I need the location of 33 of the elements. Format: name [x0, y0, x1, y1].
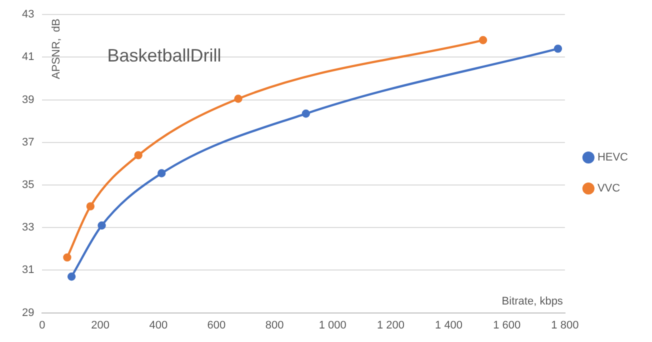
x-tick-label: 600	[207, 319, 226, 332]
x-tick-label: 0	[39, 319, 46, 332]
legend-label: HEVC	[597, 152, 628, 164]
x-tick-label: 1 200	[376, 319, 404, 332]
y-tick-label: 29	[22, 306, 34, 319]
y-axis-title: APSNR, dB	[50, 18, 62, 80]
point	[63, 253, 72, 262]
point	[554, 44, 562, 53]
point	[302, 110, 310, 118]
x-tick-label: 1 600	[493, 319, 521, 332]
x-axis-title: Bitrate, kbps	[502, 295, 564, 308]
x-tick-label: 400	[149, 319, 168, 332]
point	[134, 151, 142, 160]
point	[98, 221, 106, 230]
y-tick-label: 31	[22, 264, 34, 276]
point	[234, 94, 242, 103]
y-tick-label: 41	[22, 51, 34, 64]
x-tick-label: 1 800	[551, 319, 579, 332]
x-tick-label: 1 000	[318, 319, 346, 332]
point	[67, 272, 76, 281]
y-tick-label: 43	[22, 8, 34, 21]
x-tick-label: 800	[265, 319, 284, 332]
y-tick-label: 37	[22, 136, 34, 148]
point	[478, 36, 488, 44]
text: BasketballDrill	[107, 46, 222, 66]
y-tick-label: 33	[22, 222, 34, 234]
point	[86, 202, 95, 210]
point	[157, 169, 166, 178]
x-tick-label: 200	[91, 319, 110, 332]
y-tick-label: 39	[22, 94, 34, 106]
legend-label: VVC	[597, 182, 620, 195]
y-tick-label: 35	[22, 179, 34, 192]
x-tick-label: 1 400	[435, 319, 463, 332]
